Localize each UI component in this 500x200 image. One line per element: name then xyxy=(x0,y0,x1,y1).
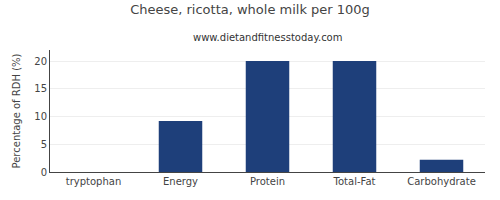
svg-text:15: 15 xyxy=(34,83,47,94)
svg-text:Cheese, ricotta, whole milk pe: Cheese, ricotta, whole milk per 100g xyxy=(130,2,370,17)
svg-text:Energy: Energy xyxy=(163,176,198,187)
svg-text:10: 10 xyxy=(34,111,47,122)
svg-text:5: 5 xyxy=(41,139,47,150)
svg-text:Carbohydrate: Carbohydrate xyxy=(407,176,476,187)
svg-text:0: 0 xyxy=(41,167,47,178)
svg-text:Percentage of RDH (%): Percentage of RDH (%) xyxy=(11,53,22,168)
svg-text:tryptophan: tryptophan xyxy=(66,176,122,187)
svg-text:20: 20 xyxy=(34,56,47,67)
svg-text:www.dietandfitnesstoday.com: www.dietandfitnesstoday.com xyxy=(193,32,342,43)
svg-text:Protein: Protein xyxy=(250,176,285,187)
svg-text:Total-Fat: Total-Fat xyxy=(333,176,376,187)
